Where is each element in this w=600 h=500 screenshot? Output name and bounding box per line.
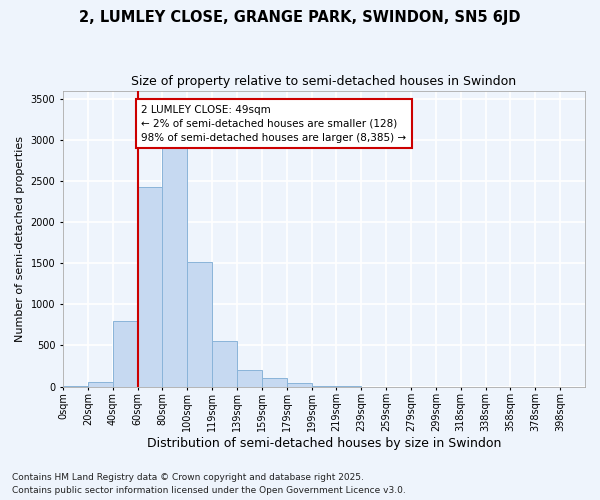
Text: 2 LUMLEY CLOSE: 49sqm
← 2% of semi-detached houses are smaller (128)
98% of semi: 2 LUMLEY CLOSE: 49sqm ← 2% of semi-detac… xyxy=(141,104,406,142)
Bar xyxy=(262,378,287,386)
Bar xyxy=(237,370,262,386)
Y-axis label: Number of semi-detached properties: Number of semi-detached properties xyxy=(15,136,25,342)
Bar xyxy=(137,186,163,386)
Bar xyxy=(212,342,237,386)
Text: Contains HM Land Registry data © Crown copyright and database right 2025.
Contai: Contains HM Land Registry data © Crown c… xyxy=(12,474,406,495)
Title: Size of property relative to semi-detached houses in Swindon: Size of property relative to semi-detach… xyxy=(131,75,517,88)
Bar xyxy=(113,320,137,386)
Text: 2, LUMLEY CLOSE, GRANGE PARK, SWINDON, SN5 6JD: 2, LUMLEY CLOSE, GRANGE PARK, SWINDON, S… xyxy=(79,10,521,25)
X-axis label: Distribution of semi-detached houses by size in Swindon: Distribution of semi-detached houses by … xyxy=(147,437,501,450)
Bar xyxy=(287,383,311,386)
Bar xyxy=(88,382,113,386)
Bar xyxy=(187,262,212,386)
Bar xyxy=(163,148,187,386)
